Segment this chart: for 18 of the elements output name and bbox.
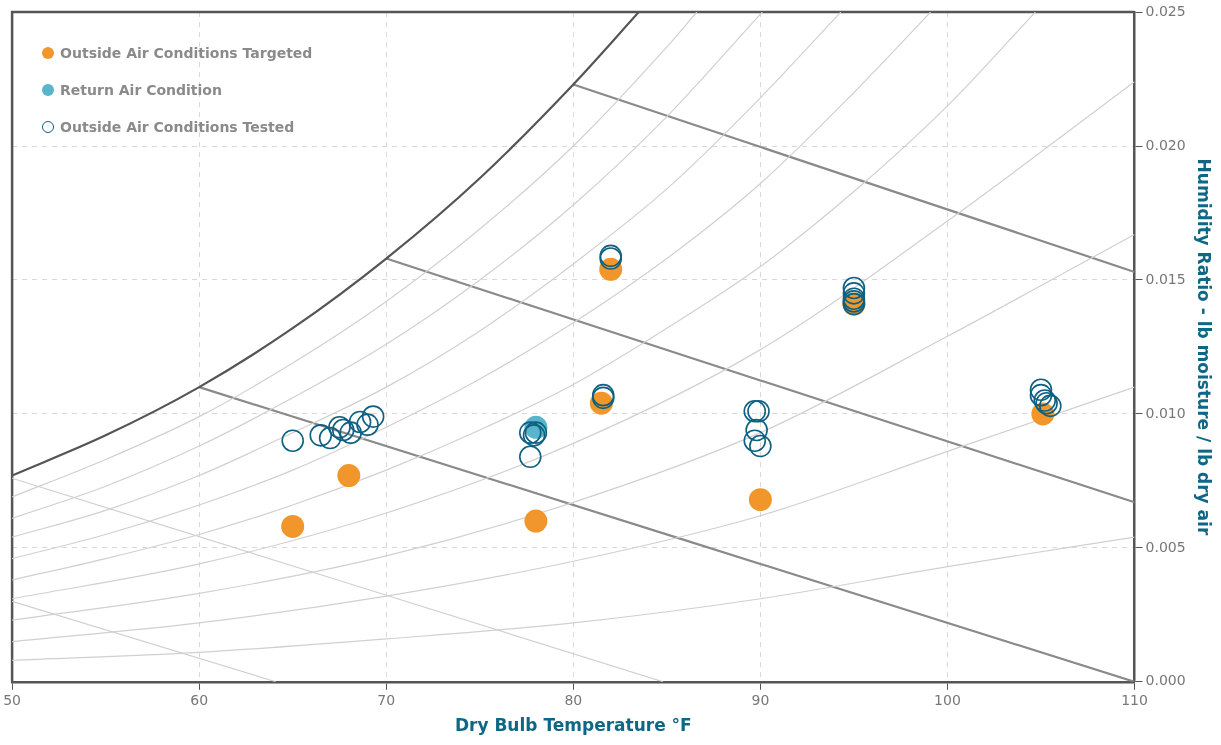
y-tick-label: 0.025 [1145,2,1186,19]
x-tick-label: 100 [934,691,961,708]
x-tick-label: 110 [1121,691,1148,708]
x-tick-label: 80 [564,691,583,708]
x-axis-title: Dry Bulb Temperature °F [454,715,692,736]
y-tick-label: 0.015 [1145,270,1186,287]
legend-label: Return Air Condition [60,81,222,98]
legend-label: Outside Air Conditions Tested [60,118,295,135]
y-axis-title: Humidity Ratio - lb moisture / lb dry air [1194,158,1215,536]
y-tick-label: 0.005 [1145,538,1186,555]
y-tick-label: 0.010 [1145,404,1186,421]
x-tick-label: 70 [377,691,396,708]
y-tick-label: 0.000 [1145,672,1186,689]
x-tick-label: 50 [3,691,22,708]
legend-label: Outside Air Conditions Targeted [60,44,313,61]
y-tick-label: 0.020 [1145,136,1186,153]
x-tick-label: 90 [751,691,770,708]
x-tick-label: 60 [190,691,209,708]
